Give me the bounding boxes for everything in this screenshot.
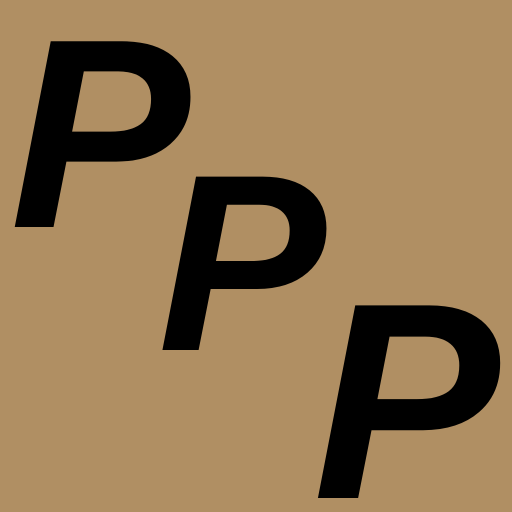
letter-p-third: P	[313, 246, 500, 512]
letter-p-first: P	[10, 0, 191, 285]
letter-p-second: P	[158, 123, 327, 404]
